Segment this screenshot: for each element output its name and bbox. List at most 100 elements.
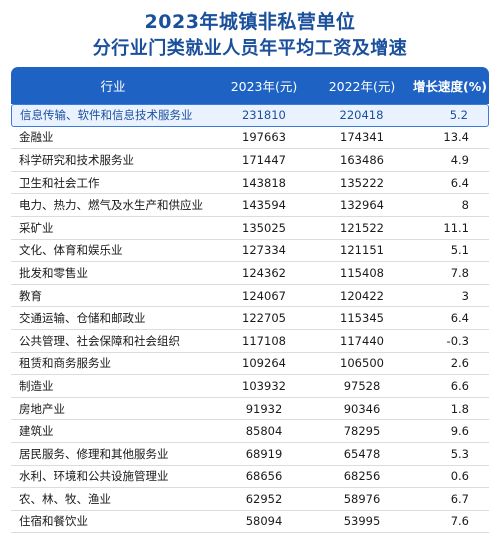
cell-2023: 127334 xyxy=(242,243,286,258)
table-row: 采矿业 135025 121522 11.1 xyxy=(11,217,489,240)
cell-2022: 132964 xyxy=(340,198,384,213)
table-row: 水利、环境和公共设施管理业 68656 68256 0.6 xyxy=(11,466,489,489)
cell-2023: 122705 xyxy=(242,311,286,326)
cell-growth: 9.6 xyxy=(450,424,469,439)
cell-industry: 农、林、牧、渔业 xyxy=(19,491,111,506)
cell-2022: 115408 xyxy=(340,265,384,280)
wage-table: 行业 2023年(元) 2022年(元) 增长速度(%) 信息传输、软件和信息技… xyxy=(11,67,489,534)
cell-growth: 13.4 xyxy=(443,130,469,145)
cell-industry: 采矿业 xyxy=(19,220,54,235)
cell-growth: 1.8 xyxy=(450,401,469,416)
cell-2023: 109264 xyxy=(242,356,286,371)
cell-growth: 0.6 xyxy=(450,469,469,484)
cell-2023: 124362 xyxy=(242,265,286,280)
cell-2022: 117440 xyxy=(340,333,384,348)
cell-industry: 金融业 xyxy=(19,130,54,145)
cell-2023: 91932 xyxy=(245,401,283,416)
cell-2022: 174341 xyxy=(340,130,384,145)
table-row: 电力、热力、燃气及水生产和供应业 143594 132964 8 xyxy=(11,194,489,217)
cell-2022: 106500 xyxy=(340,356,384,371)
cell-growth: 7.6 xyxy=(450,514,469,529)
table-row: 公共管理、社会保障和社会组织 117108 117440 -0.3 xyxy=(11,330,489,353)
cell-growth: 2.6 xyxy=(450,356,469,371)
cell-2023: 68656 xyxy=(245,469,283,484)
cell-industry: 居民服务、修理和其他服务业 xyxy=(19,446,169,461)
cell-industry: 租赁和商务服务业 xyxy=(19,356,111,371)
cell-2022: 120422 xyxy=(340,288,384,303)
cell-growth: 11.1 xyxy=(443,220,469,235)
cell-2023: 62952 xyxy=(245,491,283,506)
cell-2023: 143594 xyxy=(242,198,286,213)
cell-growth: 6.7 xyxy=(450,491,469,506)
table-row: 交通运输、仓储和邮政业 122705 115345 6.4 xyxy=(11,307,489,330)
cell-growth: 7.8 xyxy=(450,265,469,280)
table-row: 文化、体育和娱乐业 127334 121151 5.1 xyxy=(11,240,489,263)
cell-industry: 教育 xyxy=(19,288,42,303)
cell-2023: 197663 xyxy=(242,130,286,145)
header-growth: 增长速度(%) xyxy=(413,79,487,94)
table-row: 卫生和社会工作 143818 135222 6.4 xyxy=(11,172,489,195)
cell-growth: 8 xyxy=(461,198,469,213)
table-row: 房地产业 91932 90346 1.8 xyxy=(11,398,489,421)
cell-2022: 220418 xyxy=(339,108,384,123)
cell-2023: 58094 xyxy=(245,514,283,529)
cell-2023: 171447 xyxy=(242,152,286,167)
table-row: 教育 124067 120422 3 xyxy=(11,285,489,308)
cell-2022: 90346 xyxy=(343,401,381,416)
cell-industry: 建筑业 xyxy=(19,424,54,439)
cell-2022: 53995 xyxy=(343,514,381,529)
cell-2022: 97528 xyxy=(343,378,381,393)
cell-industry: 房地产业 xyxy=(19,401,65,416)
cell-2023: 85804 xyxy=(245,424,283,439)
cell-industry: 信息传输、软件和信息技术服务业 xyxy=(20,108,193,123)
cell-industry: 批发和零售业 xyxy=(19,265,88,280)
cell-growth: 6.4 xyxy=(450,175,469,190)
table-header: 行业 2023年(元) 2022年(元) 增长速度(%) xyxy=(11,67,489,104)
cell-2022: 78295 xyxy=(343,424,381,439)
header-industry: 行业 xyxy=(100,79,126,94)
cell-growth: 5.3 xyxy=(450,446,469,461)
header-2023: 2023年(元) xyxy=(230,79,298,94)
cell-2022: 68256 xyxy=(343,469,381,484)
page-title: 2023年城镇非私营单位 xyxy=(144,11,356,33)
cell-growth: 6.4 xyxy=(450,311,469,326)
cell-2023: 117108 xyxy=(242,333,286,348)
cell-industry: 文化、体育和娱乐业 xyxy=(19,243,123,258)
cell-2023: 231810 xyxy=(241,108,286,123)
table-row: 制造业 103932 97528 6.6 xyxy=(11,375,489,398)
cell-growth: 6.6 xyxy=(450,378,469,393)
table-row: 金融业 197663 174341 13.4 xyxy=(11,127,489,150)
table-row: 住宿和餐饮业 58094 53995 7.6 xyxy=(11,511,489,534)
cell-2022: 65478 xyxy=(343,446,381,461)
cell-2022: 163486 xyxy=(340,152,384,167)
cell-industry: 住宿和餐饮业 xyxy=(19,514,88,529)
cell-2022: 121151 xyxy=(340,243,384,258)
table-row: 建筑业 85804 78295 9.6 xyxy=(11,420,489,443)
cell-2023: 124067 xyxy=(242,288,286,303)
page-subtitle: 分行业门类就业人员年平均工资及增速 xyxy=(92,38,408,59)
cell-industry: 制造业 xyxy=(19,378,54,393)
cell-growth: 3 xyxy=(461,288,469,303)
table-row-highlighted: 信息传输、软件和信息技术服务业 231810 220418 5.2 xyxy=(11,104,489,127)
cell-2022: 121522 xyxy=(340,220,384,235)
cell-2023: 135025 xyxy=(242,220,286,235)
cell-2023: 103932 xyxy=(242,378,286,393)
cell-2023: 68919 xyxy=(245,446,283,461)
cell-industry: 公共管理、社会保障和社会组织 xyxy=(19,333,180,348)
cell-2023: 143818 xyxy=(242,175,286,190)
table-body: 信息传输、软件和信息技术服务业 231810 220418 5.2 金融业 197663 1… xyxy=(11,104,489,534)
cell-industry: 电力、热力、燃气及水生产和供应业 xyxy=(19,198,203,213)
header-2022: 2022年(元) xyxy=(328,79,396,94)
cell-2022: 115345 xyxy=(340,311,384,326)
cell-industry: 科学研究和技术服务业 xyxy=(19,152,134,167)
cell-growth: 5.1 xyxy=(450,243,469,258)
cell-growth: 5.2 xyxy=(449,108,468,123)
cell-growth: -0.3 xyxy=(446,333,469,348)
table-row: 批发和零售业 124362 115408 7.8 xyxy=(11,262,489,285)
cell-growth: 4.9 xyxy=(450,152,469,167)
cell-industry: 交通运输、仓储和邮政业 xyxy=(19,311,146,326)
cell-industry: 卫生和社会工作 xyxy=(19,175,100,190)
cell-2022: 135222 xyxy=(340,175,384,190)
cell-industry: 水利、环境和公共设施管理业 xyxy=(19,469,169,484)
table-row: 租赁和商务服务业 109264 106500 2.6 xyxy=(11,353,489,376)
